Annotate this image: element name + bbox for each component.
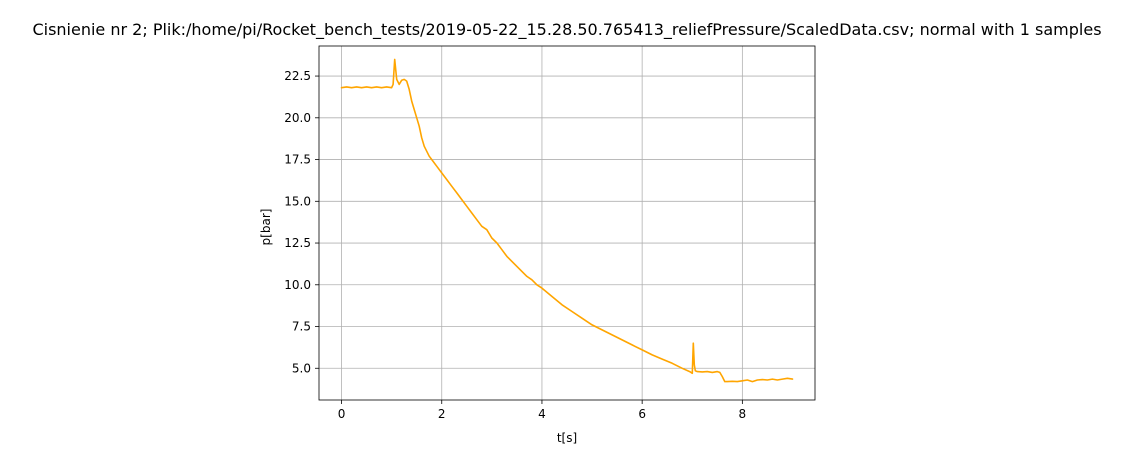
x-tick-label: 0 <box>338 407 346 421</box>
x-axis-ticks: 0 2 4 6 8 <box>338 400 746 421</box>
y-tick-label: 5.0 <box>292 361 311 375</box>
y-tick-label: 12.5 <box>284 236 311 250</box>
x-axis-label: t[s] <box>557 431 577 445</box>
x-tick-label: 2 <box>438 407 446 421</box>
grid <box>319 46 815 400</box>
y-tick-label: 10.0 <box>284 278 311 292</box>
y-tick-label: 20.0 <box>284 111 311 125</box>
y-tick-label: 17.5 <box>284 153 311 167</box>
chart-title: Cisnienie nr 2; Plik:/home/pi/Rocket_ben… <box>32 20 1101 40</box>
series-layer <box>340 58 794 383</box>
series-line-0 <box>340 58 794 383</box>
x-tick-label: 4 <box>538 407 546 421</box>
y-tick-label: 22.5 <box>284 69 311 83</box>
y-tick-label: 15.0 <box>284 194 311 208</box>
y-axis-ticks: 5.0 7.5 10.0 12.5 15.0 17.5 20.0 22.5 <box>284 69 319 375</box>
x-tick-label: 8 <box>739 407 747 421</box>
axes-frame <box>318 45 816 401</box>
x-tick-label: 6 <box>638 407 646 421</box>
y-axis-label: p[bar] <box>259 209 273 246</box>
y-tick-label: 7.5 <box>292 320 311 334</box>
